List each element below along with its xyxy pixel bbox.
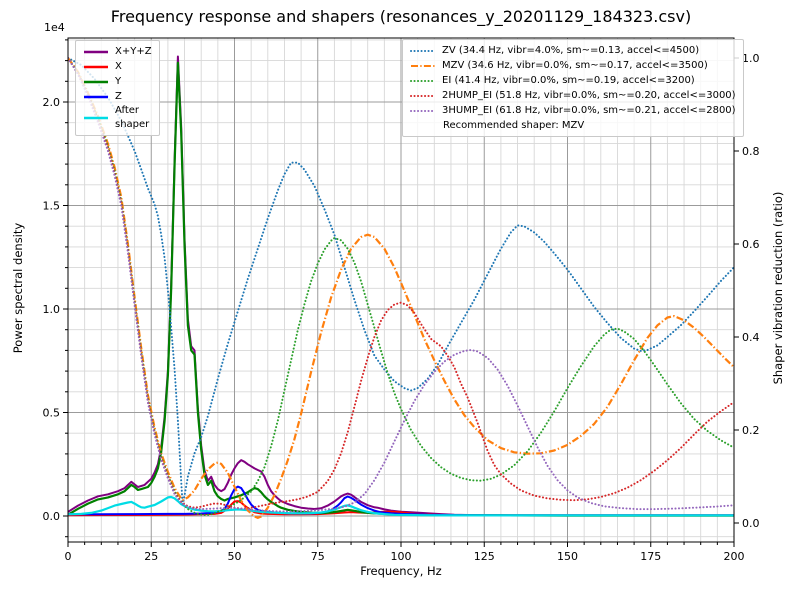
legend-item-label: 3HUMP_EI (61.8 Hz, vibr=0.0%, sm~=0.21, … (442, 104, 736, 116)
legend-item-z: Z (83, 89, 152, 104)
legend-recommended-shaper: Recommended shaper: MZV (443, 120, 585, 131)
right-y-axis-label: Shaper vibration reduction (ratio) (771, 191, 785, 385)
x-tick-label: 25 (144, 550, 158, 563)
legend-line-sample (84, 65, 108, 68)
y-right-tick-label: 0.8 (742, 145, 760, 158)
legend-item-y: Y (83, 74, 152, 89)
legend-item-label: X (115, 60, 122, 72)
shaper-legend: ZV (34.4 Hz, vibr=4.0%, sm~=0.13, accel<… (402, 39, 744, 137)
y-left-tick-label: 2.0 (43, 96, 61, 109)
legend-line-sample (84, 116, 108, 120)
x-tick-label: 125 (474, 550, 495, 563)
shaper-curves (68, 57, 734, 519)
x-axis-label: Frequency, Hz (360, 564, 442, 578)
legend-item-label: ZV (34.4 Hz, vibr=4.0%, sm~=0.13, accel<… (442, 44, 700, 56)
y-axis-offset-label: 1e4 (44, 21, 65, 34)
psd-legend: X+Y+Z X Y Z After shaper (75, 40, 160, 136)
x-tick-label: 0 (65, 550, 72, 563)
y-right-tick-label: 0.0 (742, 517, 760, 530)
legend-line-sample (84, 50, 108, 53)
left-y-axis-label: Power spectral density (11, 222, 25, 354)
y-left-tick-label: 1.5 (43, 200, 61, 213)
y-axis-left: 0.0 0.5 1.0 1.5 2.0 (43, 39, 68, 538)
legend-item-ei: EI (41.4 Hz, vibr=0.0%, sm~=0.19, accel<… (410, 73, 736, 88)
legend-item-after: After shaper (83, 104, 152, 132)
legend-item-x: X (83, 59, 152, 74)
legend-item-zv: ZV (34.4 Hz, vibr=4.0%, sm~=0.13, accel<… (410, 43, 736, 58)
series-after-curve (68, 495, 734, 517)
x-tick-label: 175 (640, 550, 661, 563)
legend-line-sample (410, 109, 436, 112)
legend-line-sample (411, 64, 435, 67)
legend-item-label: Y (115, 75, 122, 87)
legend-line-sample (84, 80, 108, 83)
x-tick-label: 75 (311, 550, 325, 563)
psd-curves (68, 55, 734, 517)
legend-item-sum: X+Y+Z (83, 44, 152, 59)
x-axis: 0 25 50 75 100 125 150 175 200 (65, 542, 745, 563)
y-left-tick-label: 1.0 (43, 303, 61, 316)
x-tick-label: 150 (557, 550, 578, 563)
y-right-tick-label: 0.6 (742, 238, 760, 251)
y-right-tick-label: 0.4 (742, 331, 760, 344)
legend-line-sample (410, 79, 436, 82)
series-mzv-curve (68, 57, 734, 519)
legend-item-label: EI (41.4 Hz, vibr=0.0%, sm~=0.19, accel<… (442, 74, 695, 86)
legend-item-label: X+Y+Z (115, 45, 152, 57)
y-right-tick-label: 0.2 (742, 424, 760, 437)
legend-line-sample (84, 95, 108, 98)
series-3hump_ei-curve (68, 57, 734, 513)
legend-line-sample (410, 49, 436, 52)
legend-item-3hump_ei: 3HUMP_EI (61.8 Hz, vibr=0.0%, sm~=0.21, … (410, 103, 736, 118)
chart-title: Frequency response and shapers (resonanc… (110, 7, 692, 26)
y-left-tick-label: 0.0 (43, 510, 61, 523)
legend-item-label: Z (115, 90, 122, 102)
legend-item-mzv: MZV (34.6 Hz, vibr=0.0%, sm~=0.17, accel… (410, 58, 736, 73)
y-right-tick-label: 1.0 (742, 52, 760, 65)
x-tick-label: 100 (391, 550, 412, 563)
legend-item-label: 2HUMP_EI (51.8 Hz, vibr=0.0%, sm~=0.20, … (442, 89, 736, 101)
y-left-tick-label: 0.5 (43, 407, 61, 420)
legend-line-sample (410, 94, 436, 97)
legend-item-label: After shaper (115, 105, 150, 130)
series-y-curve (68, 61, 734, 517)
x-tick-label: 200 (724, 550, 745, 563)
legend-item-label: MZV (34.6 Hz, vibr=0.0%, sm~=0.17, accel… (442, 59, 708, 71)
legend-item-2hump_ei: 2HUMP_EI (51.8 Hz, vibr=0.0%, sm~=0.20, … (410, 88, 736, 103)
y-axis-right: 0.0 0.2 0.4 0.6 0.8 1.0 (734, 52, 760, 530)
x-tick-label: 50 (228, 550, 242, 563)
series-ei-curve (68, 57, 734, 517)
